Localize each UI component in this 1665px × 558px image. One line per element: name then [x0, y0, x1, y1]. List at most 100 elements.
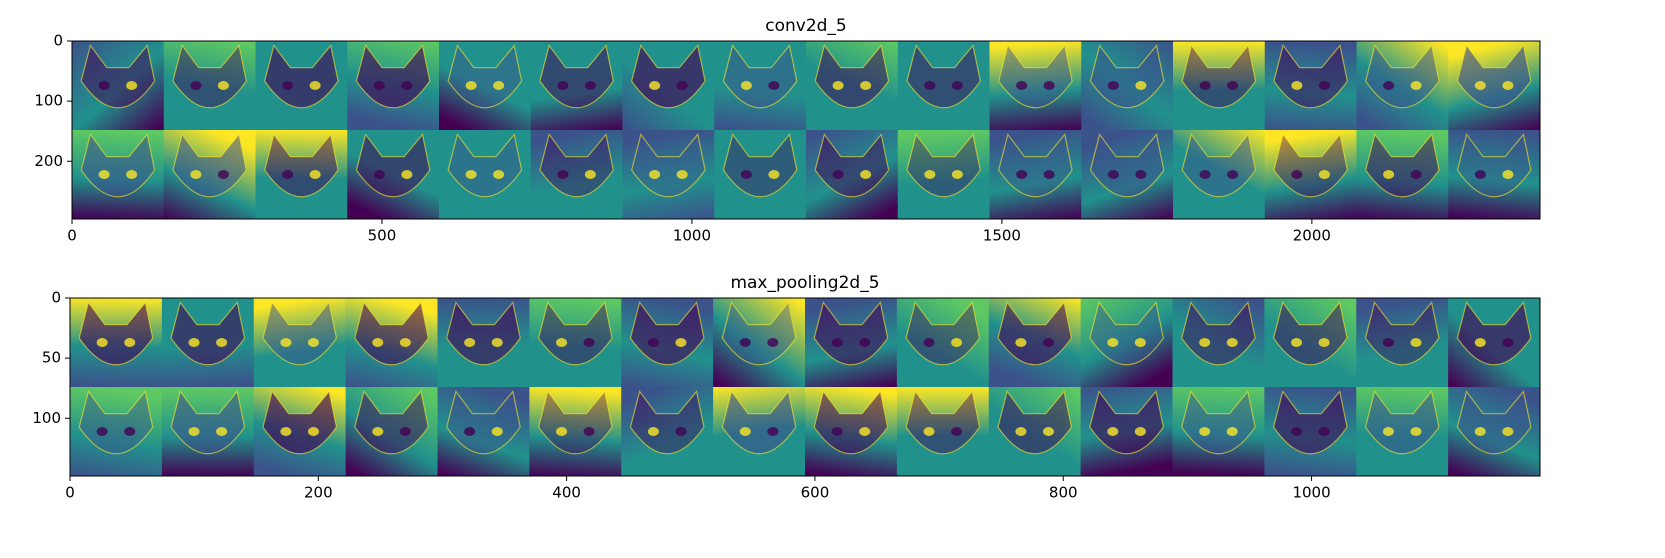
feature-map-detail: [126, 81, 138, 90]
feature-map-detail: [556, 338, 568, 347]
y-tick-label: 200: [34, 152, 63, 170]
feature-map-detail: [96, 338, 108, 347]
feature-map-detail: [583, 338, 595, 347]
feature-map-detail: [280, 427, 292, 436]
feature-map-detail: [721, 390, 797, 455]
feature-map-detail: [676, 81, 688, 90]
feature-map-detail: [401, 170, 413, 179]
feature-map-detail: [307, 427, 319, 436]
feature-map-detail: [675, 427, 687, 436]
feature-map-detail: [1273, 44, 1348, 109]
feature-map-detail: [124, 338, 136, 347]
y-tick-label: 0: [51, 289, 61, 307]
feature-map-detail: [722, 44, 798, 109]
feature-map-detail: [1383, 81, 1395, 90]
feature-map-detail: [860, 81, 872, 90]
feature-map-detail: [923, 427, 935, 436]
x-tick-label: 600: [801, 484, 830, 502]
feature-map-detail: [1291, 427, 1303, 436]
feature-map-detail: [1474, 81, 1486, 90]
feature-map-detail: [584, 170, 596, 179]
chart-title: conv2d_5: [765, 16, 847, 36]
feature-map-detail: [1410, 81, 1422, 90]
feature-map-detail: [464, 427, 476, 436]
y-tick-label: 0: [53, 32, 63, 50]
feature-map-detail: [1318, 81, 1330, 90]
feature-map-detail: [631, 133, 706, 198]
feature-map-detail: [1272, 301, 1348, 366]
feature-map-detail: [170, 390, 246, 455]
feature-map-detail: [1365, 133, 1440, 198]
y-tick-label: 100: [32, 409, 61, 427]
feature-map-detail: [1227, 81, 1239, 90]
feature-map-detail: [217, 81, 229, 90]
feature-map-detail: [998, 44, 1073, 109]
feature-map-detail: [1272, 390, 1348, 455]
feature-map-detail: [373, 81, 385, 90]
feature-map-detail: [951, 427, 963, 436]
feature-map-detail: [813, 390, 889, 455]
feature-map-detail: [647, 338, 659, 347]
feature-map-detail: [1089, 301, 1164, 366]
feature-map-detail: [465, 170, 477, 179]
x-tick-label: 800: [1049, 484, 1078, 502]
feature-map-detail: [1135, 170, 1147, 179]
feature-map-detail: [721, 301, 797, 366]
feature-map-detail: [355, 44, 431, 109]
feature-map-detail: [1474, 338, 1486, 347]
feature-map-detail: [1502, 427, 1514, 436]
feature-map-detail: [1107, 338, 1119, 347]
feature-map-detail: [1181, 301, 1256, 366]
feature-map-detail: [1502, 170, 1514, 179]
feature-map-detail: [401, 81, 413, 90]
feature-map-detail: [629, 390, 705, 455]
feature-map-detail: [649, 81, 661, 90]
feature-map-detail: [372, 427, 384, 436]
feature-map-detail: [556, 427, 568, 436]
feature-map-detail: [1042, 427, 1054, 436]
feature-map-detail: [190, 81, 202, 90]
feature-map-detail: [1226, 427, 1238, 436]
feature-map-detail: [1410, 170, 1422, 179]
feature-map-detail: [1318, 427, 1330, 436]
feature-map-detail: [814, 133, 890, 198]
feature-map-detail: [997, 301, 1073, 366]
feature-map-detail: [832, 81, 844, 90]
feature-map-detail: [951, 170, 963, 179]
feature-map-detail: [1364, 301, 1440, 366]
feature-map-detail: [1456, 133, 1532, 198]
axes-frame: [69, 297, 1541, 477]
feature-map-detail: [1134, 427, 1146, 436]
y-tick-label: 50: [42, 349, 61, 367]
feature-map-detail: [98, 170, 110, 179]
feature-map-detail: [1291, 338, 1303, 347]
feature-map-detail: [1291, 170, 1303, 179]
feature-map-detail: [583, 427, 595, 436]
feature-map-detail: [1227, 170, 1239, 179]
feature-map-detail: [768, 170, 780, 179]
feature-map-detail: [831, 427, 843, 436]
feature-map-detail: [354, 301, 429, 366]
feature-map-detail: [188, 338, 200, 347]
feature-map-detail: [831, 338, 843, 347]
feature-map-detail: [905, 390, 981, 455]
feature-map-detail: [1134, 338, 1146, 347]
feature-map-detail: [309, 170, 321, 179]
x-tick-label: 0: [67, 227, 77, 245]
feature-map-detail: [280, 338, 292, 347]
feature-map-detail: [1199, 338, 1211, 347]
feature-map-detail: [80, 133, 156, 198]
feature-map-detail: [814, 44, 890, 109]
feature-map-detail: [1318, 338, 1330, 347]
feature-map-detail: [1089, 133, 1165, 198]
feature-map-detail: [493, 170, 505, 179]
feature-map-detail: [1181, 44, 1257, 109]
feature-map-detail: [264, 44, 339, 109]
feature-map-detail: [1410, 338, 1422, 347]
feature-map-detail: [860, 170, 872, 179]
feature-map-detail: [1291, 81, 1303, 90]
feature-map-detail: [859, 338, 871, 347]
feature-map-detail: [1135, 81, 1147, 90]
feature-map-detail: [216, 338, 228, 347]
feature-map-detail: [372, 338, 384, 347]
